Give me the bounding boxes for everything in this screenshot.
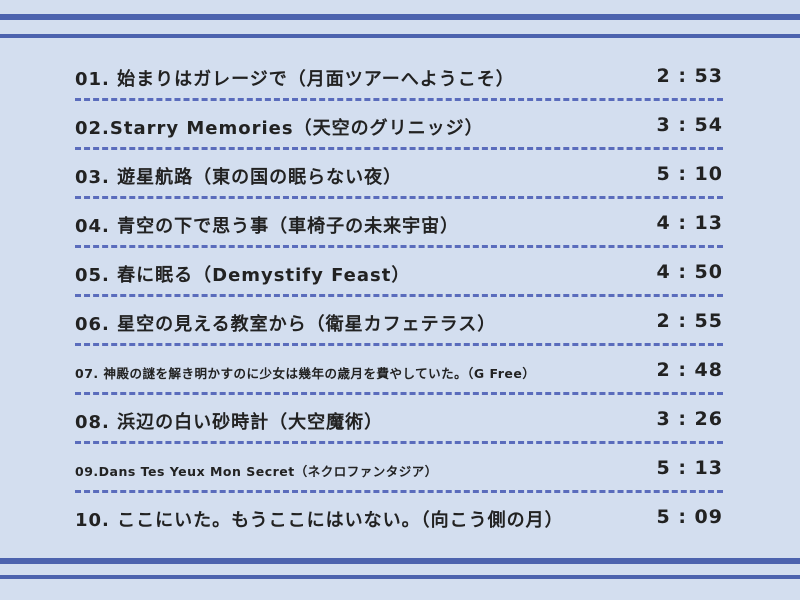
track-row: 05. 春に眠る（Demystify Feast） 4 : 50 xyxy=(75,248,723,297)
track-title: 01. 始まりはガレージで（月面ツアーへようこそ） xyxy=(75,69,515,90)
track-time: 2 : 53 xyxy=(656,65,723,87)
track-time: 4 : 50 xyxy=(656,261,723,283)
top-rule-thin xyxy=(0,34,800,38)
track-time: 2 : 48 xyxy=(656,359,723,381)
track-row: 10. ここにいた。もうここにはいない。（向こう側の月） 5 : 09 xyxy=(75,493,723,542)
track-title: 04. 青空の下で思う事（車椅子の未来宇宙） xyxy=(75,216,460,237)
track-row: 02.Starry Memories（天空のグリニッジ） 3 : 54 xyxy=(75,101,723,150)
track-title: 05. 春に眠る（Demystify Feast） xyxy=(75,265,411,286)
track-time: 3 : 54 xyxy=(656,114,723,136)
track-row: 09.Dans Tes Yeux Mon Secret（ネクロファンタジア） 5 … xyxy=(75,444,723,493)
track-title: 03. 遊星航路（東の国の眠らない夜） xyxy=(75,167,403,188)
track-time: 5 : 13 xyxy=(656,457,723,479)
track-title: 08. 浜辺の白い砂時計（大空魔術） xyxy=(75,412,384,433)
track-row: 03. 遊星航路（東の国の眠らない夜） 5 : 10 xyxy=(75,150,723,199)
track-row: 04. 青空の下で思う事（車椅子の未来宇宙） 4 : 13 xyxy=(75,199,723,248)
top-rule xyxy=(0,14,800,20)
track-title: 09.Dans Tes Yeux Mon Secret（ネクロファンタジア） xyxy=(75,464,438,479)
track-list: 01. 始まりはガレージで（月面ツアーへようこそ） 2 : 53 02.Starry… xyxy=(75,52,723,542)
track-time: 3 : 26 xyxy=(656,408,723,430)
track-time: 5 : 09 xyxy=(656,506,723,528)
track-row: 06. 星空の見える教室から（衛星カフェテラス） 2 : 55 xyxy=(75,297,723,346)
track-row: 08. 浜辺の白い砂時計（大空魔術） 3 : 26 xyxy=(75,395,723,444)
track-title: 02.Starry Memories（天空のグリニッジ） xyxy=(75,118,484,139)
track-time: 5 : 10 xyxy=(656,163,723,185)
track-time: 4 : 13 xyxy=(656,212,723,234)
track-title: 06. 星空の見える教室から（衛星カフェテラス） xyxy=(75,314,497,335)
track-title: 07. 神殿の謎を解き明かすのに少女は幾年の歳月を費やしていた。（G Free） xyxy=(75,366,536,381)
bottom-rule-thin xyxy=(0,575,800,579)
track-row: 07. 神殿の謎を解き明かすのに少女は幾年の歳月を費やしていた。（G Free）… xyxy=(75,346,723,395)
track-title: 10. ここにいた。もうここにはいない。（向こう側の月） xyxy=(75,510,564,531)
track-row: 01. 始まりはガレージで（月面ツアーへようこそ） 2 : 53 xyxy=(75,52,723,101)
track-time: 2 : 55 xyxy=(656,310,723,332)
bottom-rule xyxy=(0,558,800,564)
